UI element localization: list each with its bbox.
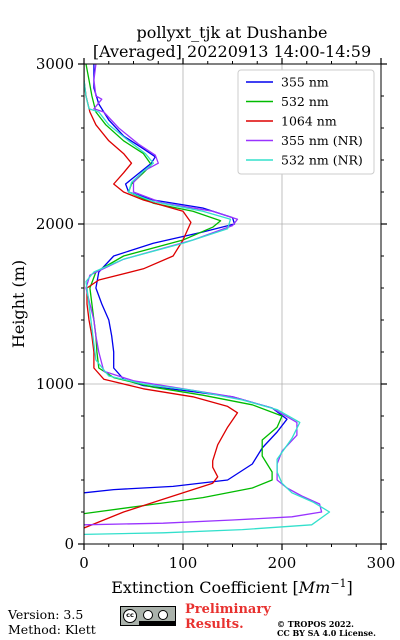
y-tick-label: 0 xyxy=(64,535,74,553)
series-layer xyxy=(84,64,331,536)
x-axis-label-text: Extinction Coefficient [ xyxy=(111,578,299,597)
cc-license-badge: cc xyxy=(120,606,176,626)
copyright-line-2: CC BY SA 4.0 License. xyxy=(277,628,376,638)
preliminary-notice: Preliminary Results. xyxy=(185,602,271,632)
prelim-line-2: Results. xyxy=(185,617,244,632)
chart-title: pollyxt_tjk at Dushanbe xyxy=(136,23,327,42)
x-tick-label: 200 xyxy=(268,554,297,572)
legend-label: 532 nm xyxy=(281,94,329,109)
badge-strip xyxy=(139,621,176,626)
method-text: Method: Klett xyxy=(8,622,96,637)
by-icon xyxy=(143,610,153,620)
legend-box xyxy=(237,69,375,175)
legend-label: 355 nm xyxy=(281,75,329,90)
x-axis-label-exp: −1 xyxy=(330,577,346,590)
x-tick-label: 100 xyxy=(169,554,198,572)
legend-label: 1064 nm xyxy=(281,114,337,129)
x-axis-label-unit: Mm xyxy=(298,578,331,597)
cc-icon: cc xyxy=(123,609,137,623)
series-line xyxy=(84,64,331,536)
legend-label: 355 nm (NR) xyxy=(281,133,363,148)
x-tick-label: 300 xyxy=(367,554,396,572)
version-info: Version: 3.5 Method: Klett xyxy=(8,607,96,637)
sa-icon xyxy=(158,610,168,620)
y-tick-label: 2000 xyxy=(36,215,74,233)
legend-label: 532 nm (NR) xyxy=(281,153,363,168)
prelim-line-1: Preliminary xyxy=(185,602,271,617)
x-axis-label-end: ] xyxy=(347,578,353,597)
copyright-line-1: © TROPOS 2022. xyxy=(277,619,354,629)
series-line xyxy=(84,64,288,494)
plot-frame xyxy=(83,63,382,545)
y-axis-label: Height (m) xyxy=(9,260,28,348)
chart-subtitle: [Averaged] 20220913 14:00-14:59 xyxy=(93,42,371,61)
series-line xyxy=(84,64,283,515)
series-line xyxy=(84,64,239,529)
legend: 355 nm 532 nm 1064 nm 355 nm (NR) 532 nm (NR… xyxy=(237,69,375,175)
x-tick-label: 0 xyxy=(79,554,89,572)
copyright-notice: © TROPOS 2022. CC BY SA 4.0 License. xyxy=(277,620,376,638)
y-tick-label: 3000 xyxy=(36,55,74,73)
x-axis-label: Extinction Coefficient [Mm−1] xyxy=(111,577,353,597)
version-text: Version: 3.5 xyxy=(8,607,84,622)
y-tick-label: 1000 xyxy=(36,375,74,393)
